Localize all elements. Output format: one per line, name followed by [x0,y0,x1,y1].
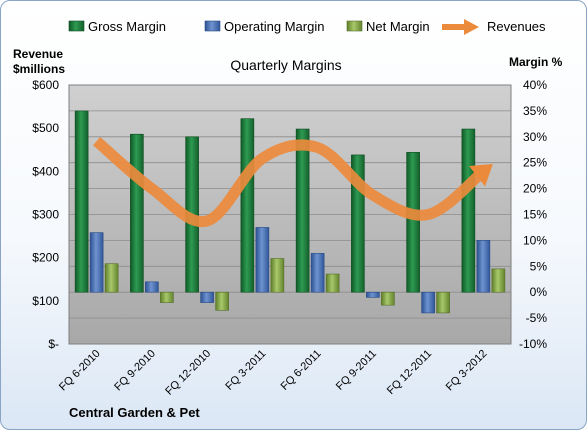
category-axis-labels: FQ 6-2010 FQ 9-2010 FQ 12-2010 FQ 3-2011 FQ … [57,348,489,398]
legend-label-net-margin: Net Margin [366,19,430,34]
gross-margin-bar [130,133,144,293]
operating-margin-bar [310,253,325,293]
gross-margin-bar [406,152,420,293]
right-tick-label: 20% [523,182,547,196]
gross-margin-bar [240,118,255,293]
net-margin-bar [381,291,395,306]
left-tick-label: $400 [32,164,59,178]
operating-margin-bar [421,291,435,314]
company-name: Central Garden & Pet [69,405,200,420]
left-axis-label-line2: $millions [13,62,65,76]
category-label: FQ 6-2010 [57,348,103,394]
right-tick-label: 30% [523,130,547,144]
category-label: FQ 3-2011 [223,348,268,393]
left-axis-label-line1: Revenue [13,47,63,61]
right-tick-label: 15% [523,208,547,222]
gross-margin-bar [461,128,476,293]
right-tick-label: -10% [519,337,547,351]
operating-margin-bar [200,291,214,303]
left-axis-ticks: $- $100 $200 $300 $400 $500 $600 [32,78,59,351]
net-margin-bar [104,263,119,293]
category-label: FQ 6-2011 [279,348,324,393]
left-tick-label: $300 [32,208,59,222]
operating-margin-bar [366,291,380,298]
plot-area [68,84,512,345]
right-tick-label: -5% [526,311,548,325]
right-axis-ticks: -10% -5% 0% 5% 10% 15% 20% 25% 30% 35% 40% [519,78,547,351]
left-tick-label: $200 [32,251,59,265]
legend-swatch-net-margin [346,20,363,32]
revenues-arrowhead [469,163,493,187]
chart-title: Quarterly Margins [230,57,341,73]
operating-margin-bar [89,232,104,293]
net-margin-bar [270,258,285,293]
revenues-line [93,136,487,228]
plot-border [68,84,512,345]
legend: Gross Margin Operating Margin Net Margin… [68,19,546,35]
net-margin-bar [160,291,174,303]
legend-label-revenues: Revenues [487,19,546,34]
operating-margin-bar [255,227,270,293]
category-label: FQ 12-2011 [385,348,434,397]
gross-margin-bar [295,128,310,293]
right-tick-label: 35% [523,104,547,118]
left-tick-label: $- [48,337,59,351]
operating-margin-bar [476,240,491,293]
operating-margin-bar [145,281,159,293]
legend-label-gross-margin: Gross Margin [88,19,166,34]
right-tick-label: 40% [523,78,547,92]
right-tick-label: 0% [530,285,548,299]
legend-swatch-operating-margin [204,20,221,32]
right-tick-label: 10% [523,233,547,247]
left-tick-label: $500 [32,121,59,135]
legend-swatch-gross-margin [68,20,85,32]
right-tick-label: 5% [530,259,548,273]
category-label: FQ 9-2010 [112,348,158,394]
net-margin-bar [436,291,450,314]
right-tick-label: 25% [523,156,547,170]
legend-label-operating-margin: Operating Margin [224,19,324,34]
net-margin-bar [491,268,506,293]
legend-swatch-revenues [442,19,479,35]
left-tick-label: $600 [32,78,59,92]
net-margin-bar [215,291,229,311]
category-label: FQ 9-2011 [334,348,379,393]
gross-margin-bar [74,110,89,293]
left-tick-label: $100 [32,294,59,308]
category-label: FQ 3-2012 [444,348,490,394]
right-axis-label: Margin % [509,55,563,69]
net-margin-bar [325,273,340,293]
category-label: FQ 12-2010 [163,348,213,398]
